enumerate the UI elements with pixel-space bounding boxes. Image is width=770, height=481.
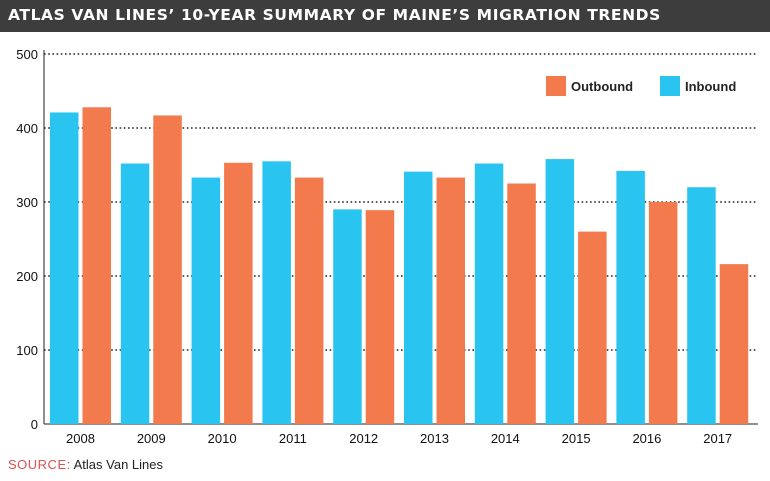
legend-swatch-inbound [660,76,680,96]
y-tick-label: 500 [16,47,38,62]
bar-outbound-2014 [507,183,536,424]
bar-inbound-2014 [474,163,504,424]
x-tick-label: 2016 [632,431,661,446]
bar-outbound-2013 [436,177,465,424]
x-tick-label: 2014 [491,431,520,446]
y-tick-label: 0 [31,417,38,432]
y-tick-label: 300 [16,195,38,210]
x-tick-label: 2017 [703,431,732,446]
y-tick-label: 100 [16,343,38,358]
x-tick-label: 2011 [279,431,307,446]
bar-inbound-2012 [333,209,362,424]
y-tick-label: 200 [16,269,38,284]
bar-inbound-2016 [616,170,645,424]
bar-outbound-2009 [153,115,182,425]
bar-inbound-2017 [687,187,716,424]
bar-chart: 0 100 200 300 400 500 2008 2009 2010 2011 2012 2013… [16,47,758,446]
bar-outbound-2010 [224,162,253,424]
bar-inbound-2015 [545,159,575,424]
bar-inbound-2008 [50,112,79,425]
x-tick-label: 2013 [420,431,449,446]
bar-outbound-2016 [648,202,678,424]
bar-inbound-2011 [262,161,291,425]
x-tick-label: 2015 [562,431,591,446]
source-note: SOURCE: Atlas Van Lines [8,457,163,472]
legend-label-outbound: Outbound [571,79,633,94]
bar-inbound-2013 [404,171,433,424]
source-value: Atlas Van Lines [73,457,164,472]
bar-outbound-2017 [719,264,749,424]
source-label: SOURCE: [8,457,71,472]
bar-outbound-2012 [365,210,395,424]
chart-title: ATLAS VAN LINES’ 10-YEAR SUMMARY OF MAIN… [8,6,661,24]
legend-label-inbound: Inbound [685,79,736,94]
bar-inbound-2009 [120,163,150,424]
bar-outbound-2015 [578,231,607,424]
y-tick-label: 400 [16,121,38,136]
bar-outbound-2008 [82,107,111,424]
x-tick-label: 2008 [66,431,95,446]
bar-outbound-2011 [294,177,324,424]
legend-swatch-outbound [546,76,566,96]
x-tick-label: 2012 [349,431,378,446]
bar-inbound-2010 [191,177,221,424]
x-tick-label: 2010 [208,431,237,446]
x-tick-label: 2009 [137,431,166,446]
title-bar: ATLAS VAN LINES’ 10-YEAR SUMMARY OF MAIN… [0,0,770,32]
